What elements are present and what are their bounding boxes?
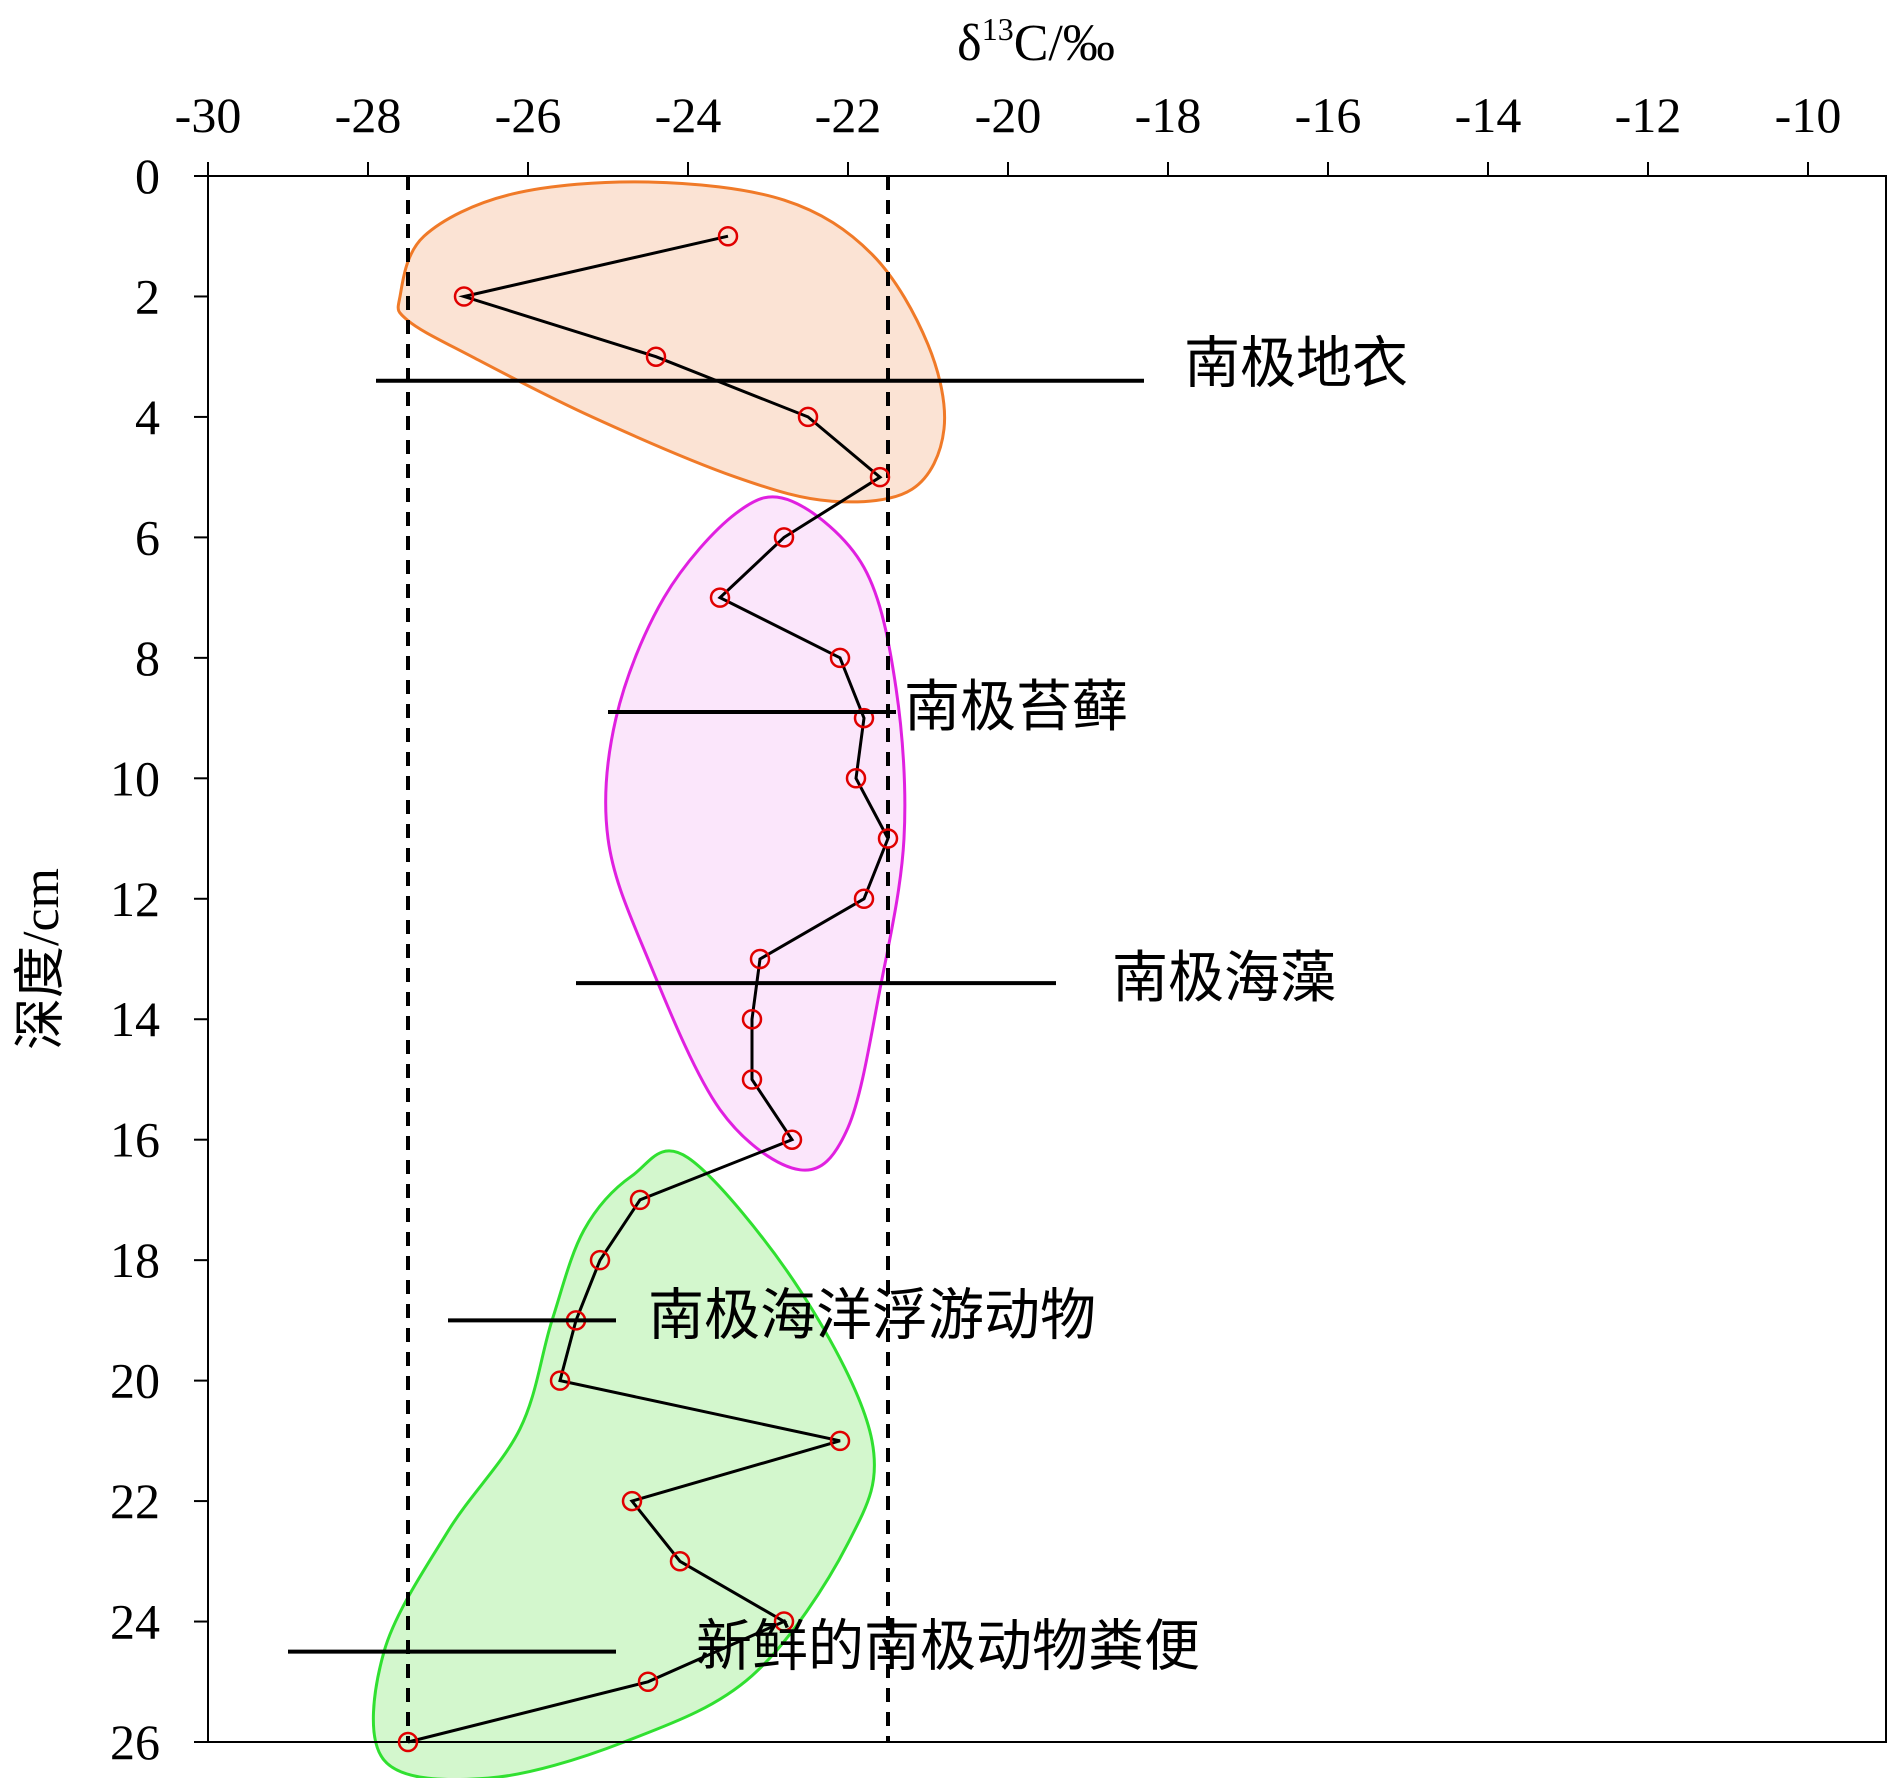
data-point bbox=[453, 286, 475, 307]
x-tick-label: -24 bbox=[655, 87, 722, 143]
y-tick-label: 6 bbox=[135, 509, 160, 565]
x-tick-label: -10 bbox=[1775, 87, 1842, 143]
x-axis-title-rest: C/‰ bbox=[1014, 15, 1115, 72]
data-point bbox=[869, 466, 891, 488]
range-bar-label-4: 南极海洋浮游动物 bbox=[648, 1283, 1096, 1348]
data-point bbox=[853, 707, 875, 729]
data-point bbox=[829, 1430, 851, 1452]
plot-frame bbox=[207, 175, 1887, 1743]
y-tick-label: 24 bbox=[110, 1594, 160, 1650]
y-tick-label: 22 bbox=[110, 1473, 160, 1529]
series-line bbox=[407, 234, 890, 1744]
y-tick-label: 18 bbox=[110, 1232, 160, 1288]
reference-lines bbox=[406, 176, 890, 1742]
range-bar-label-5: 新鲜的南极动物粪便 bbox=[696, 1615, 1200, 1680]
x-tick-label: -28 bbox=[335, 87, 402, 143]
y-tick-label: 20 bbox=[110, 1353, 160, 1409]
x-axis-title-superscript: 13 bbox=[982, 11, 1014, 47]
y-axis-title: 深度/cm bbox=[13, 868, 70, 1050]
data-point bbox=[741, 1008, 763, 1030]
range-bar-label-3: 南极海藻 bbox=[1112, 946, 1336, 1011]
y-tick-label: 10 bbox=[110, 750, 160, 806]
y-tick-label: 26 bbox=[110, 1714, 160, 1770]
x-tick-label: -26 bbox=[495, 87, 562, 143]
axes bbox=[207, 175, 1887, 1743]
data-point bbox=[669, 1551, 691, 1572]
range-bar-label-2: 南极苔藓 bbox=[904, 675, 1128, 740]
data-point bbox=[629, 1189, 651, 1211]
data-point bbox=[773, 1611, 795, 1632]
x-tick-label: -12 bbox=[1615, 87, 1682, 143]
x-tick-label: -14 bbox=[1455, 87, 1522, 143]
x-tick-label: -20 bbox=[975, 87, 1042, 143]
data-point bbox=[589, 1249, 611, 1271]
x-ticks: -30 -28 -26 -24 -22 -20 -18 -16 -14 -12 -10 bbox=[175, 87, 1842, 176]
x-tick-label: -22 bbox=[815, 87, 882, 143]
data-point bbox=[749, 948, 771, 970]
y-tick-label: 2 bbox=[135, 268, 160, 324]
data-point bbox=[877, 828, 899, 849]
data-point bbox=[549, 1370, 571, 1391]
group-envelope-3 bbox=[371, 1149, 876, 1778]
y-tick-label: 0 bbox=[135, 148, 160, 204]
y-tick-label: 16 bbox=[110, 1112, 160, 1168]
y-tick-label: 8 bbox=[135, 630, 160, 686]
data-point bbox=[397, 1731, 419, 1753]
y-tick-label: 4 bbox=[135, 389, 160, 445]
data-point bbox=[773, 527, 795, 548]
data-series bbox=[397, 225, 899, 1753]
data-point bbox=[717, 225, 739, 247]
group-envelope-2 bbox=[604, 495, 907, 1172]
data-point bbox=[637, 1671, 659, 1693]
data-point bbox=[797, 406, 819, 428]
x-axis-title: δ13C/‰ bbox=[957, 11, 1115, 72]
data-point bbox=[645, 346, 667, 367]
y-tick-label: 12 bbox=[110, 871, 160, 927]
x-tick-label: -18 bbox=[1135, 87, 1202, 143]
data-point bbox=[853, 888, 875, 910]
data-point bbox=[709, 587, 731, 608]
y-tick-label: 14 bbox=[110, 991, 160, 1047]
group-envelope-1 bbox=[396, 180, 947, 504]
range-bar-label-1: 南极地衣 bbox=[1184, 332, 1408, 397]
data-point bbox=[845, 768, 867, 789]
data-point bbox=[829, 647, 851, 669]
data-point bbox=[621, 1490, 643, 1512]
data-point bbox=[781, 1129, 803, 1150]
x-axis-title-base: δ bbox=[957, 15, 982, 72]
x-tick-label: -16 bbox=[1295, 87, 1362, 143]
x-tick-label: -30 bbox=[175, 87, 242, 143]
group-envelopes bbox=[371, 180, 947, 1778]
data-point bbox=[741, 1069, 763, 1090]
